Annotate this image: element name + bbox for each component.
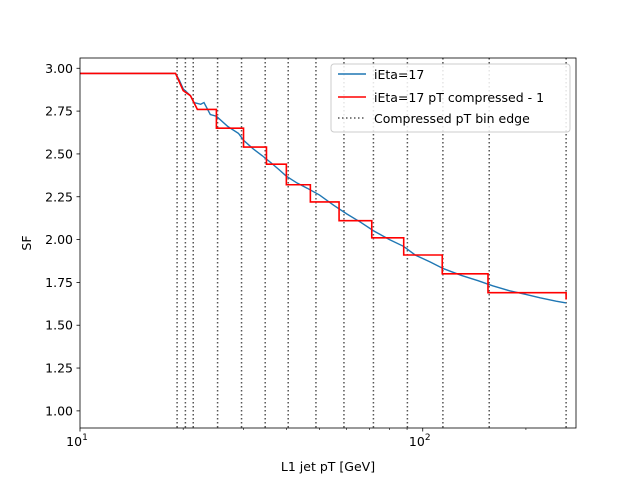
legend-label-bin-edge: Compressed pT bin edge bbox=[374, 111, 530, 126]
y-tick-label: 2.00 bbox=[45, 232, 73, 247]
y-tick-label: 2.25 bbox=[45, 189, 73, 204]
x-tick-label: 102 bbox=[409, 433, 431, 449]
x-tick-label: 101 bbox=[66, 433, 88, 449]
y-tick-label: 2.50 bbox=[45, 146, 73, 161]
x-axis-label: L1 jet pT [GeV] bbox=[281, 459, 375, 474]
y-tick-label: 2.75 bbox=[45, 104, 73, 119]
x-axis-ticks: 101 102 bbox=[66, 428, 527, 449]
x-tick-exponent: 1 bbox=[82, 433, 88, 443]
y-axis-label: SF bbox=[19, 235, 34, 250]
legend-frame bbox=[330, 63, 571, 133]
x-tick-exponent: 2 bbox=[425, 433, 431, 443]
legend-label-series-2: iEta=17 pT compressed - 1 bbox=[374, 90, 544, 105]
series-lines bbox=[80, 72, 567, 304]
series-line-1 bbox=[80, 72, 567, 304]
y-tick-label: 1.00 bbox=[45, 403, 73, 418]
plot-frame bbox=[79, 57, 577, 429]
legend: iEta=17 iEta=17 pT compressed - 1 Compre… bbox=[330, 63, 571, 133]
y-tick-label: 1.75 bbox=[45, 275, 73, 290]
y-tick-label: 1.50 bbox=[45, 318, 73, 333]
series-line-2 bbox=[80, 72, 567, 300]
bin-edge-lines bbox=[176, 58, 567, 428]
y-tick-label: 3.00 bbox=[45, 61, 73, 76]
y-tick-label: 1.25 bbox=[45, 361, 73, 376]
y-axis-ticks: 1.00 1.25 1.50 1.75 2.00 2.25 2.50 2.75 3.00 bbox=[45, 61, 80, 418]
legend-label-series-1: iEta=17 bbox=[374, 67, 424, 82]
